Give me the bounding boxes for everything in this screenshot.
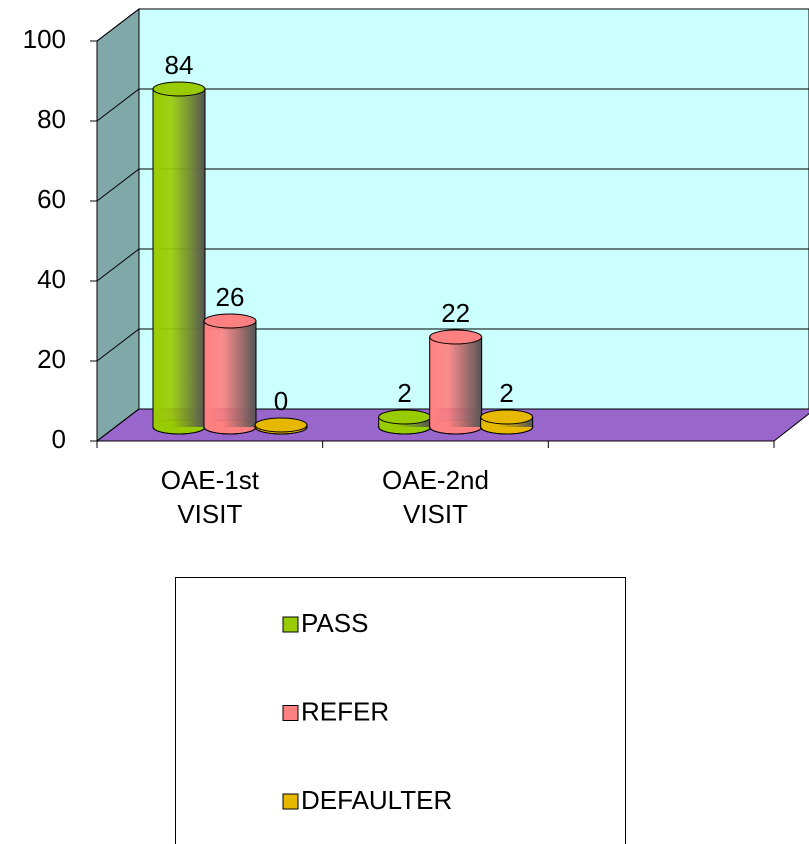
grid-line bbox=[96, 8, 809, 42]
data-label: 84 bbox=[165, 50, 194, 80]
legend-box bbox=[175, 577, 626, 844]
legend-swatch bbox=[282, 705, 299, 721]
data-label: 26 bbox=[216, 282, 245, 312]
x-tick-label: OAE-2nd VISIT bbox=[382, 465, 489, 529]
legend-swatch bbox=[282, 616, 299, 633]
data-label: 22 bbox=[441, 298, 470, 328]
grid-line bbox=[96, 88, 809, 122]
bar-bottom bbox=[429, 426, 483, 435]
bar-bottom bbox=[203, 426, 257, 435]
grid-line bbox=[96, 408, 809, 442]
bar-bottom bbox=[378, 426, 432, 435]
legend-swatch bbox=[282, 793, 299, 810]
bar-bottom bbox=[152, 426, 206, 435]
bar-top bbox=[254, 417, 308, 433]
y-tick-label: 60 bbox=[37, 184, 66, 214]
bar-top bbox=[152, 81, 206, 97]
bar-top bbox=[480, 409, 534, 425]
y-tick-label: 100 bbox=[23, 24, 66, 54]
side-wall bbox=[96, 7, 140, 443]
bar-top bbox=[203, 313, 257, 329]
bar bbox=[204, 321, 256, 427]
y-tick-label: 20 bbox=[37, 344, 66, 374]
data-label: 2 bbox=[499, 378, 513, 408]
legend-label: PASS bbox=[301, 608, 368, 638]
bar-bottom bbox=[254, 426, 308, 435]
data-label: 2 bbox=[397, 378, 411, 408]
bar bbox=[429, 337, 482, 427]
bar-bottom bbox=[480, 426, 534, 435]
x-tick-label: OAE-1st VISIT bbox=[160, 465, 259, 529]
y-tick-label: 40 bbox=[37, 264, 66, 294]
y-tick-label: 80 bbox=[37, 104, 66, 134]
grid-line bbox=[96, 248, 809, 282]
grid-line bbox=[96, 328, 809, 362]
legend-label: REFER bbox=[301, 696, 389, 726]
y-tick-label: 0 bbox=[52, 424, 66, 454]
grid-line bbox=[96, 168, 809, 202]
bar bbox=[153, 89, 205, 427]
data-label: 0 bbox=[274, 386, 288, 416]
bar-top bbox=[378, 409, 432, 425]
bar-top bbox=[429, 329, 483, 345]
legend-label: DEFAULTER bbox=[301, 785, 452, 815]
